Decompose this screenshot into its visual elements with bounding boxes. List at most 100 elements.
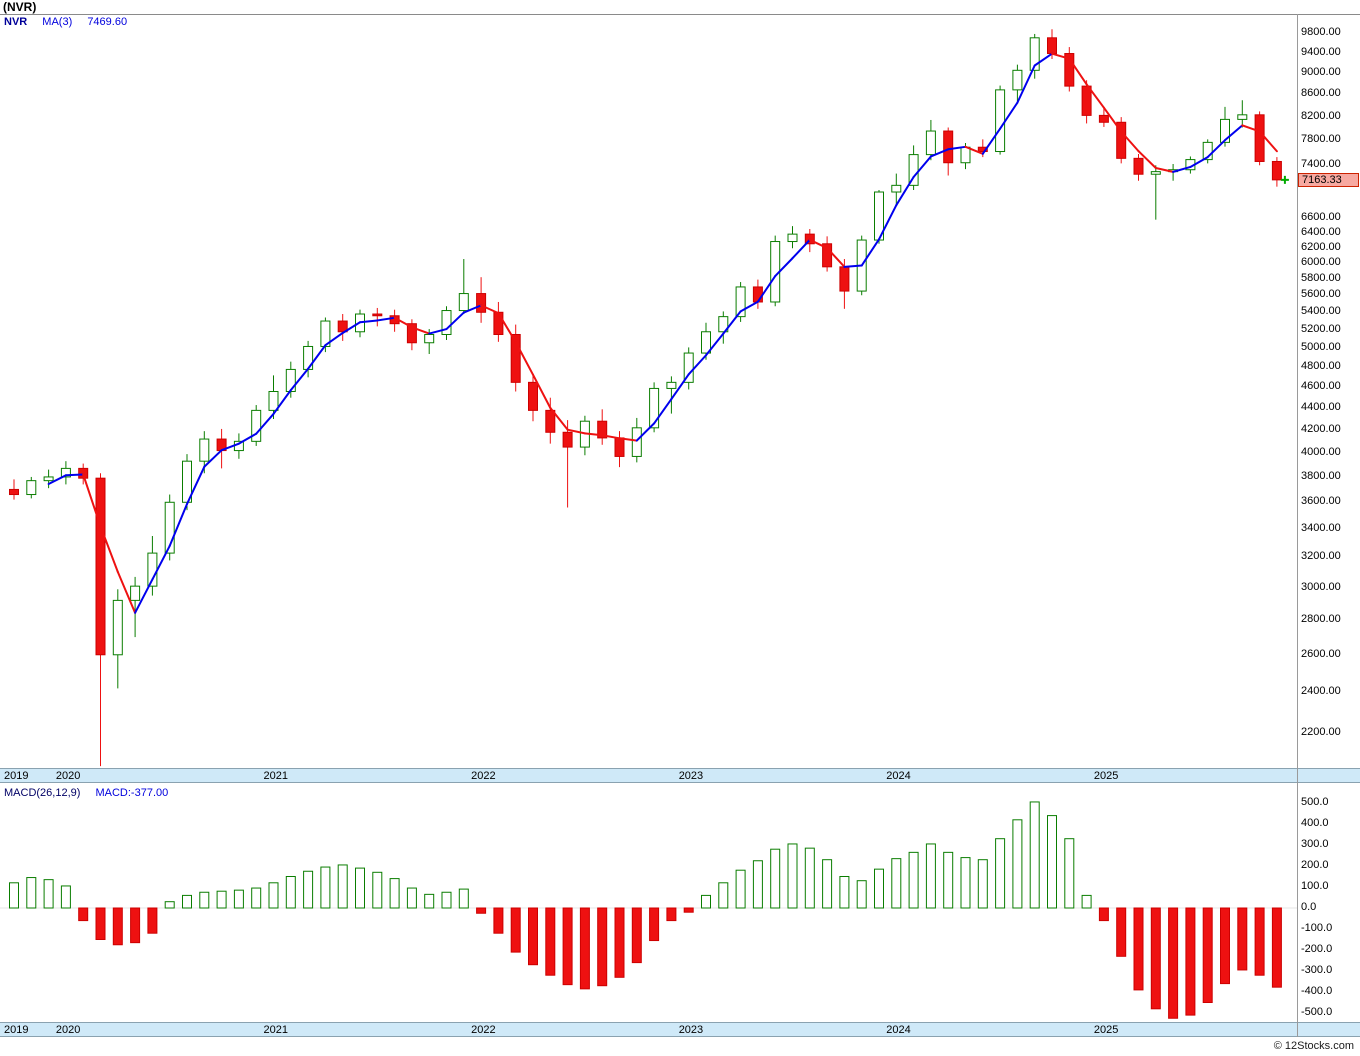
macd-bar — [1220, 907, 1230, 985]
candle-body — [562, 431, 573, 448]
price-axis-label: 9000.00 — [1301, 65, 1341, 78]
candle-body — [943, 130, 954, 164]
price-axis-label: 9400.00 — [1301, 45, 1341, 58]
ma-line-segment — [1102, 106, 1123, 133]
price-axis-label: 3200.00 — [1301, 550, 1341, 563]
macd-bar — [43, 879, 54, 909]
ma-line-segment — [826, 247, 846, 268]
macd-bar — [112, 907, 123, 946]
ma-line-segment — [272, 389, 292, 415]
year-label: 2025 — [1093, 1024, 1119, 1036]
macd-bar — [510, 907, 521, 953]
ma-line-segment — [583, 432, 604, 437]
ma-line-segment — [462, 304, 483, 314]
year-label: 2020 — [55, 770, 81, 782]
macd-bar — [164, 901, 175, 909]
year-label: 2020 — [55, 1024, 81, 1036]
candle-body — [614, 437, 625, 457]
candle-body — [960, 146, 971, 164]
price-axis-label: 3400.00 — [1301, 522, 1341, 535]
macd-bar — [804, 847, 815, 909]
macd-bar — [147, 907, 158, 934]
candle-body — [1012, 69, 1023, 91]
macd-bar — [1185, 907, 1196, 1016]
macd-bar — [1064, 838, 1075, 909]
ma-line-segment — [237, 432, 258, 445]
ma-line-segment — [410, 326, 431, 335]
candle-body — [78, 467, 89, 479]
ma-line-segment — [99, 525, 119, 573]
header-divider — [0, 14, 1360, 15]
macd-bar — [1047, 815, 1057, 909]
macd-bar — [372, 871, 383, 909]
ma-line-segment — [341, 321, 361, 334]
price-axis-label: 2800.00 — [1301, 613, 1341, 626]
ma-line-segment — [1051, 52, 1071, 60]
macd-bar — [1150, 907, 1161, 1010]
macd-bar — [1133, 907, 1144, 991]
macd-bar — [562, 907, 573, 986]
price-axis-label: 4000.00 — [1301, 445, 1341, 458]
price-axis-label: 2400.00 — [1301, 685, 1341, 698]
macd-bar — [199, 891, 210, 909]
candle-body — [995, 89, 1006, 153]
macd-params-label: MACD(26,12,9) — [4, 787, 81, 799]
candle-body — [1271, 160, 1282, 181]
price-axis-label: 8600.00 — [1301, 87, 1341, 100]
macd-axis-label: 200.0 — [1301, 859, 1329, 871]
price-axis-label: 5600.00 — [1301, 288, 1341, 301]
macd-bar — [995, 838, 1006, 909]
candle-body — [1081, 85, 1092, 116]
candle-body — [1220, 118, 1230, 143]
ma-line-segment — [168, 503, 188, 547]
ma-line-segment — [566, 428, 586, 435]
macd-bar — [822, 859, 833, 909]
macd-bar — [1012, 819, 1023, 909]
macd-bar — [545, 907, 556, 976]
macd-bar — [78, 907, 89, 922]
ma-line-segment — [514, 341, 534, 376]
macd-bar — [649, 907, 660, 942]
candle-body — [112, 599, 123, 656]
macd-bar — [683, 907, 694, 913]
macd-bar — [666, 907, 677, 922]
candle-body — [822, 243, 833, 268]
macd-axis-label: 300.0 — [1301, 838, 1329, 850]
macd-bar — [424, 893, 435, 909]
ma-line-segment — [964, 145, 984, 155]
candle-body — [701, 331, 711, 354]
price-axis-label: 5800.00 — [1301, 271, 1341, 284]
candle-body — [1202, 141, 1213, 161]
price-axis-label: 6600.00 — [1301, 211, 1341, 224]
candle-body — [441, 310, 452, 335]
ma-line-segment — [255, 412, 275, 435]
page-title: (NVR) — [3, 0, 37, 14]
price-axis-label: 5400.00 — [1301, 305, 1341, 318]
candle-body — [458, 293, 469, 312]
ma-line-segment — [774, 257, 794, 278]
candle-body — [649, 387, 660, 429]
price-axis-label: 4600.00 — [1301, 380, 1341, 393]
candle-body — [666, 381, 677, 389]
macd-bar — [631, 907, 642, 964]
ma-line-segment — [445, 311, 465, 331]
credit-text[interactable]: © 12Stocks.com — [1273, 1040, 1354, 1052]
candle-body — [476, 293, 487, 313]
candle-body — [683, 352, 694, 383]
macd-bar — [26, 877, 37, 909]
price-axis-label: 9800.00 — [1301, 26, 1341, 38]
ma-line-segment — [307, 344, 327, 370]
ma-line-segment — [532, 373, 552, 409]
candle-body — [510, 333, 521, 383]
ma-value: 7469.60 — [87, 16, 128, 28]
ma-line-segment — [1137, 150, 1157, 170]
macd-axis-label: 100.0 — [1301, 880, 1329, 892]
price-legend: NVR MA(3) 7469.60 — [4, 16, 139, 28]
ma-line-segment — [428, 328, 448, 335]
macd-bar — [441, 891, 452, 909]
price-axis-label: 8200.00 — [1301, 109, 1341, 122]
price-axis-label: 6200.00 — [1301, 240, 1341, 253]
price-axis-label: 7800.00 — [1301, 132, 1341, 145]
ma-line-segment — [64, 473, 85, 477]
